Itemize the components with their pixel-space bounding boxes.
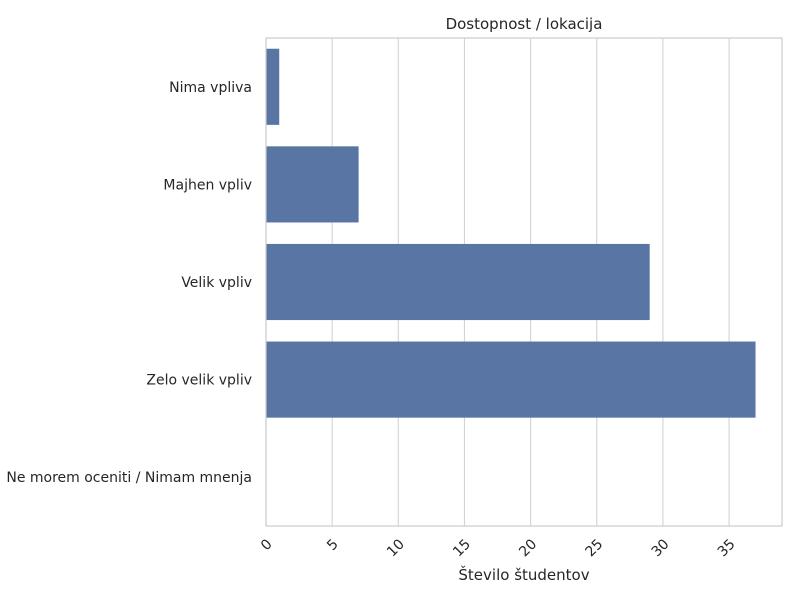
category-label-1: Majhen vpliv	[163, 177, 252, 193]
bars	[266, 48, 756, 418]
x-tick-label-25: 25	[582, 536, 606, 560]
category-label-3: Zelo velik vpliv	[146, 373, 252, 389]
plot-frame	[265, 37, 783, 527]
x-tick-label-30: 30	[649, 536, 673, 560]
bar-3	[266, 341, 756, 418]
category-labels: Nima vpliva Majhen vpliv Velik vpliv Zelo v…	[6, 80, 252, 486]
bar-1	[266, 146, 359, 223]
x-tick-label-5: 5	[324, 536, 342, 554]
x-tick-label-20: 20	[516, 536, 540, 560]
category-label-2: Velik vpliv	[181, 275, 252, 291]
x-tick-label-10: 10	[384, 536, 408, 560]
category-label-4: Ne morem oceniti / Nimam mnenja	[6, 470, 252, 486]
bar-0	[266, 48, 280, 125]
x-tick-label-15: 15	[450, 536, 474, 560]
x-tick-label-0: 0	[258, 536, 276, 554]
x-axis-label: Število študentov	[458, 565, 589, 584]
bar-2	[266, 243, 650, 321]
chart-title: Dostopnost / lokacija	[446, 15, 603, 33]
x-tick-label-35: 35	[715, 536, 739, 560]
category-label-0: Nima vpliva	[169, 80, 252, 96]
x-tick-labels: 0 5 10 15 20 25 30 35	[258, 536, 739, 560]
